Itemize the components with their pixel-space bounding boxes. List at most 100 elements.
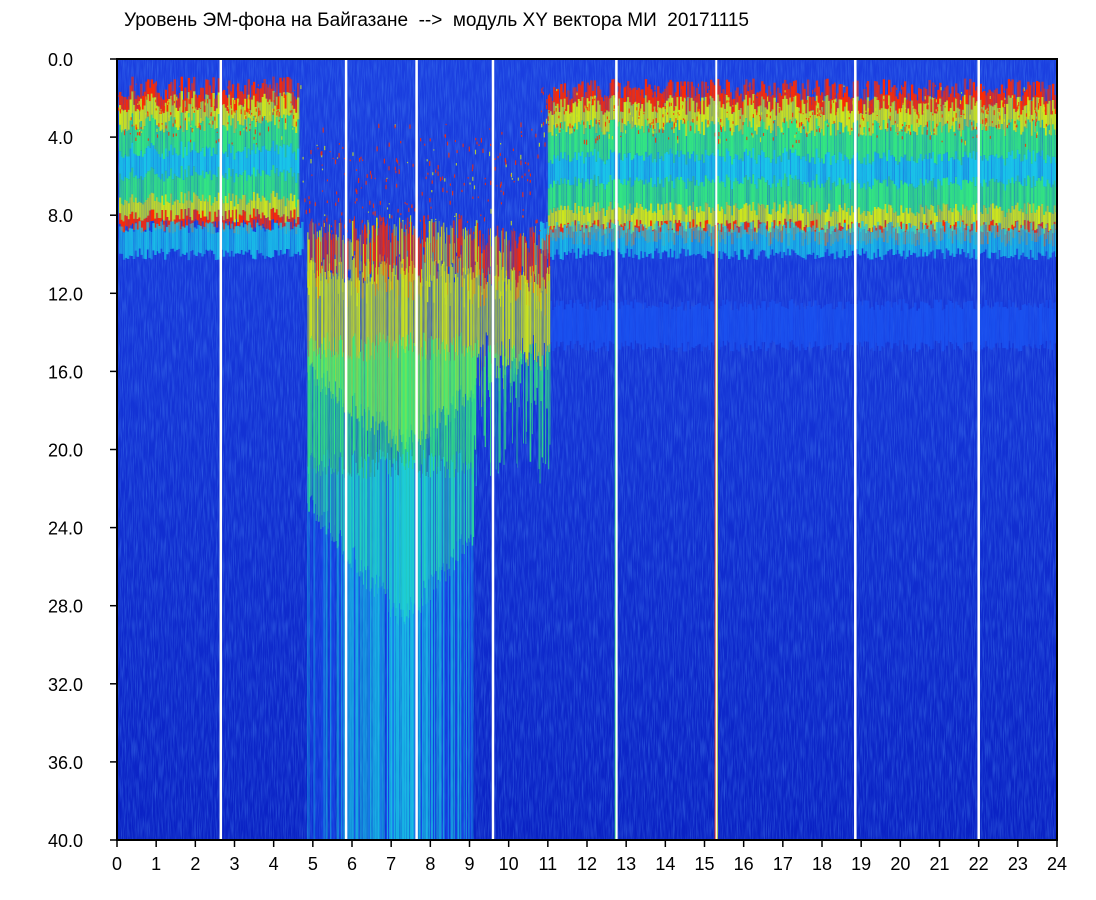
intensity-cell	[154, 200, 157, 219]
intensity-cell	[800, 229, 803, 258]
intensity-cell	[673, 306, 676, 348]
intensity-cell	[815, 80, 819, 96]
intensity-cell	[771, 95, 775, 110]
intensity-cell	[1011, 79, 1014, 96]
intensity-cell	[136, 202, 139, 219]
intensity-cell	[554, 128, 558, 159]
sparkle-point	[905, 124, 907, 127]
sparkle-point	[742, 102, 744, 107]
intensity-cell	[972, 221, 976, 250]
intensity-cell	[878, 229, 882, 257]
burst-streak	[502, 228, 504, 281]
intensity-cell	[960, 115, 963, 137]
intensity-cell	[851, 111, 854, 132]
burst-streak	[444, 271, 446, 415]
intensity-cell	[193, 113, 196, 142]
intensity-cell	[157, 154, 161, 178]
burst-streak	[482, 234, 484, 269]
intensity-cell	[641, 180, 644, 207]
intensity-cell	[133, 153, 136, 178]
intensity-cell	[561, 129, 565, 159]
intensity-cell	[903, 211, 907, 232]
intensity-cell	[701, 97, 704, 122]
intensity-cell	[868, 101, 871, 115]
intensity-cell	[293, 226, 296, 254]
sparkle-point	[228, 108, 230, 114]
intensity-cell	[119, 151, 122, 174]
intensity-cell	[641, 206, 644, 225]
sparkle-point	[215, 140, 217, 144]
burst-streak	[349, 473, 352, 840]
burst-streak	[479, 230, 481, 275]
intensity-cell	[835, 211, 838, 228]
sparkle-point	[374, 211, 376, 216]
intensity-cell	[896, 215, 900, 234]
intensity-cell	[694, 133, 697, 162]
sparkle-point	[161, 105, 163, 110]
intensity-cell	[256, 193, 259, 210]
sparkle-point	[466, 221, 469, 223]
intensity-cell	[295, 226, 298, 255]
intensity-cell	[749, 222, 752, 250]
intensity-cell	[782, 179, 785, 208]
intensity-cell	[651, 231, 655, 259]
intensity-cell	[193, 227, 196, 255]
intensity-cell	[988, 307, 991, 349]
intensity-cell	[847, 207, 850, 225]
burst-streak	[491, 246, 493, 285]
burst-streak	[311, 218, 313, 261]
sparkle-point	[865, 110, 867, 113]
intensity-cell	[279, 222, 282, 250]
burst-streak	[432, 339, 434, 577]
intensity-cell	[718, 156, 722, 183]
intensity-cell	[780, 110, 783, 133]
intensity-cell	[569, 185, 572, 211]
burst-streak	[439, 275, 441, 423]
intensity-cell	[753, 299, 756, 341]
sparkle-point	[316, 144, 318, 146]
intensity-cell	[953, 159, 956, 184]
intensity-cell	[791, 86, 794, 101]
intensity-cell	[681, 85, 685, 102]
intensity-cell	[972, 120, 975, 152]
intensity-cell	[240, 199, 243, 216]
intensity-cell	[249, 154, 252, 177]
intensity-cell	[587, 309, 590, 351]
intensity-cell	[706, 127, 709, 156]
burst-streak	[357, 355, 359, 573]
sparkle-point	[558, 115, 560, 119]
burst-streak	[502, 345, 504, 379]
intensity-cell	[711, 121, 715, 153]
intensity-cell	[235, 98, 238, 111]
sparkle-point	[944, 106, 946, 108]
burst-streak	[408, 461, 410, 840]
intensity-cell	[988, 155, 991, 181]
sparkle-point	[302, 156, 304, 160]
intensity-cell	[1050, 212, 1053, 230]
sparkle-point	[369, 170, 372, 175]
intensity-cell	[150, 209, 154, 221]
sparkle-point	[406, 203, 408, 205]
sparkle-point	[244, 110, 246, 116]
burst-streak	[372, 264, 374, 417]
intensity-cell	[690, 229, 693, 243]
intensity-cell	[134, 111, 138, 130]
burst-streak	[439, 471, 442, 840]
intensity-cell	[981, 186, 984, 214]
intensity-cell	[595, 133, 598, 162]
burst-streak	[370, 472, 372, 840]
intensity-cell	[955, 98, 958, 122]
sparkle-point	[592, 96, 594, 99]
intensity-cell	[581, 151, 584, 179]
intensity-cell	[829, 303, 833, 345]
burst-streak	[373, 476, 376, 840]
intensity-cell	[778, 127, 782, 156]
intensity-cell	[618, 152, 621, 180]
intensity-cell	[665, 100, 669, 123]
intensity-cell	[895, 185, 898, 212]
burst-streak	[355, 228, 357, 288]
burst-streak	[439, 353, 441, 582]
intensity-cell	[877, 100, 880, 123]
intensity-cell	[1012, 229, 1015, 258]
burst-streak	[317, 237, 320, 299]
